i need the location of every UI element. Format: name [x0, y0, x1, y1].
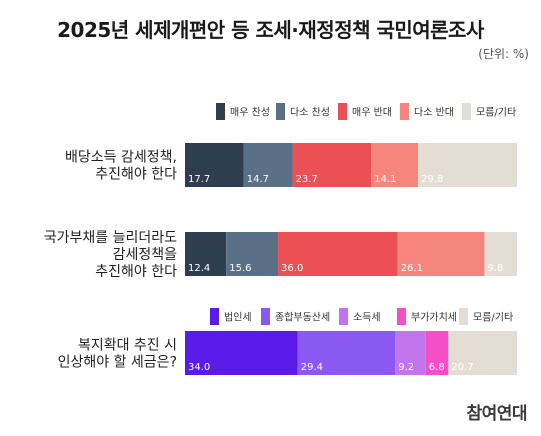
bar-segment: [243, 143, 293, 187]
legend-swatch: [210, 308, 219, 325]
bar-segment: [395, 331, 426, 375]
legend-label: 매우 찬성: [230, 107, 270, 119]
value-label: 14.7: [247, 174, 269, 185]
category-label-line: 배당소득 감세정책,: [65, 150, 177, 166]
legend-swatch: [276, 103, 285, 120]
unit-label: (단위: %): [478, 47, 529, 61]
category-label-line: 복지확대 추진 시: [78, 338, 177, 354]
value-label: 36.0: [281, 263, 303, 274]
category-label: 배당소득 감세정책, 추진해야 한다: [65, 150, 177, 183]
bar-segment: [185, 232, 227, 276]
category-label-line: 감세정책을: [113, 247, 178, 263]
value-label: 23.7: [296, 174, 318, 185]
legend-label: 다소 반대: [414, 107, 454, 119]
legend-label: 소득세: [353, 312, 381, 324]
value-label: 17.7: [188, 174, 210, 185]
value-label: 34.0: [188, 362, 210, 373]
legend-swatch: [216, 103, 225, 120]
legend-swatch: [459, 308, 468, 325]
bar-segment: [448, 331, 517, 375]
value-label: 15.6: [229, 263, 251, 274]
legend-label: 다소 찬성: [290, 107, 330, 119]
category-label-line: 인상해야 할 세금은?: [58, 355, 177, 371]
value-label: 29.4: [301, 362, 323, 373]
value-label: 12.4: [188, 263, 210, 274]
chart-title: 2025년 세제개편안 등 조세·재정정책 국민여론조사: [57, 18, 484, 42]
bar-segment: [185, 143, 244, 187]
bar-segment: [397, 232, 485, 276]
bar-segment: [278, 232, 398, 276]
value-label: 26.1: [401, 263, 423, 274]
bar-segment: [297, 331, 396, 375]
bar-segment: [418, 143, 517, 187]
bar-segment: [484, 232, 517, 276]
legend-swatch: [338, 103, 347, 120]
legend-group-2: 법인세 종합부동산세 소득세 부가가치세 모름/기타: [210, 308, 513, 325]
legend-swatch: [261, 308, 270, 325]
value-label: 9.2: [398, 362, 414, 373]
bar-segment: [425, 331, 449, 375]
category-label-line: 국가부채를 늘리더라도: [44, 230, 177, 246]
category-label-line: 추진해야 한다: [95, 264, 177, 280]
category-label-line: 추진해야 한다: [95, 167, 177, 183]
category-label: 복지확대 추진 시 인상해야 할 세금은?: [58, 338, 177, 371]
legend-swatch: [397, 308, 406, 325]
legend-label: 종합부동산세: [275, 312, 330, 324]
value-label: 29.8: [421, 174, 443, 185]
legend-label: 모름/기타: [476, 107, 516, 119]
value-label: 20.7: [451, 362, 473, 373]
category-label: 국가부채를 늘리더라도 감세정책을 추진해야 한다: [44, 230, 177, 280]
bar-segment: [226, 232, 279, 276]
bar-group-2: 복지확대 추진 시 인상해야 할 세금은? 34.0 29.4 9.2 6.8 20.7: [58, 331, 517, 375]
value-label: 9.8: [487, 263, 503, 274]
legend-label: 모름/기타: [473, 312, 513, 324]
legend-swatch: [400, 103, 409, 120]
bar-group-1: 배당소득 감세정책, 추진해야 한다 17.7 14.7 23.7 14.1 29.8국가부…: [44, 143, 517, 280]
legend-label: 부가가치세: [411, 312, 457, 324]
bar-segment: [292, 143, 372, 187]
legend-label: 법인세: [224, 312, 252, 324]
value-label: 14.1: [374, 174, 396, 185]
legend-group-1: 매우 찬성 다소 찬성 매우 반대 다소 반대 모름/기타: [216, 103, 516, 120]
legend-swatch: [462, 103, 471, 120]
brand-logo: 참여연대: [466, 404, 527, 424]
legend-swatch: [339, 308, 348, 325]
bar-segment: [185, 331, 298, 375]
legend-label: 매우 반대: [352, 107, 392, 119]
bar-segment: [371, 143, 419, 187]
value-label: 6.8: [429, 362, 445, 373]
